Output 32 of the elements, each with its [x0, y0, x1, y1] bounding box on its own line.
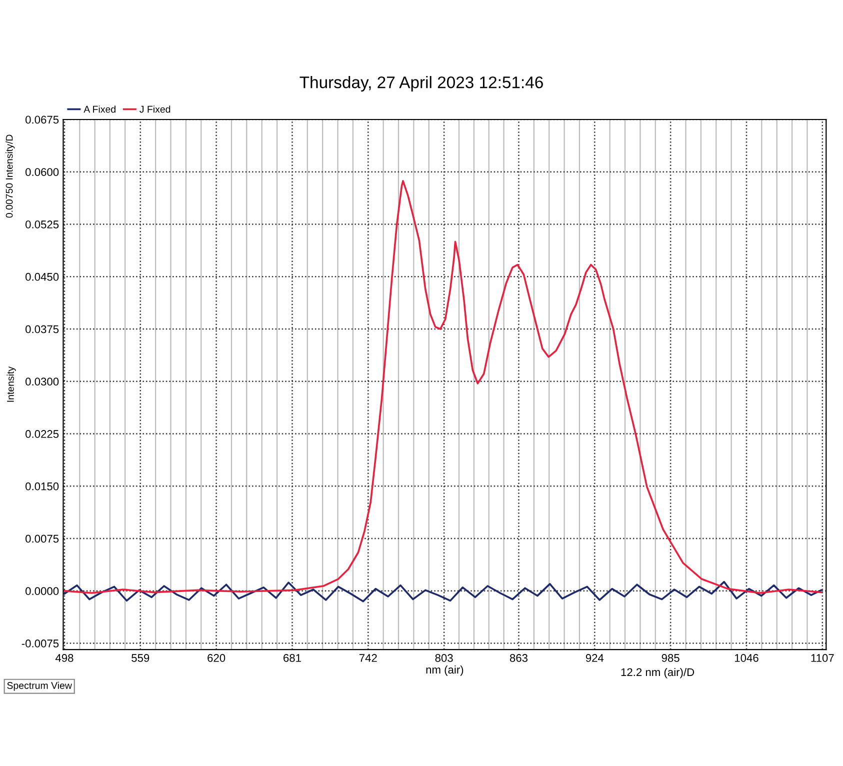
x-tick-label: 498	[55, 654, 74, 662]
y-tick-label: 0.0675	[26, 116, 59, 124]
x-tick-label: 985	[662, 654, 680, 662]
y-axis-title: Intensity	[6, 366, 16, 402]
legend-label: J Fixed	[140, 106, 170, 113]
text: 0.00750 Intensity/D	[6, 134, 15, 218]
x-tick-label: 620	[208, 654, 226, 662]
line-series	[64, 580, 822, 602]
y-tick-label: 0.0075	[26, 534, 59, 543]
y-tick-label: 0.0150	[26, 482, 59, 490]
y-tick-label: -0.0075	[22, 640, 59, 648]
y-tick-label: 0.0525	[26, 220, 59, 228]
text: 12.2 nm (air)/D	[621, 668, 694, 678]
x-axis-title: nm (air)	[426, 665, 464, 676]
x-tick-label: 1107	[811, 654, 834, 662]
line-series	[64, 180, 822, 594]
legend-label: A Fixed	[84, 106, 116, 113]
x-tick-label: 924	[586, 654, 604, 662]
y-tick-label: 0.0000	[26, 587, 59, 596]
x-tick-label: 1046	[734, 654, 758, 662]
x-tick-label: 559	[132, 654, 150, 662]
x-tick-label: 863	[510, 654, 528, 662]
x-tick-label: 742	[359, 654, 377, 662]
chart-title: Thursday, 27 April 2023 12:51:46	[300, 76, 543, 92]
y-tick-label: 0.0225	[26, 430, 59, 438]
x-tick-label: 681	[284, 654, 301, 662]
x-tick-label: 803	[435, 654, 453, 662]
y-tick-label: 0.0450	[26, 272, 59, 281]
text: Spectrum View	[7, 682, 72, 691]
y-tick-label: 0.0300	[26, 378, 59, 386]
y-tick-label: 0.0600	[26, 168, 59, 176]
y-tick-label: 0.0375	[26, 325, 59, 334]
